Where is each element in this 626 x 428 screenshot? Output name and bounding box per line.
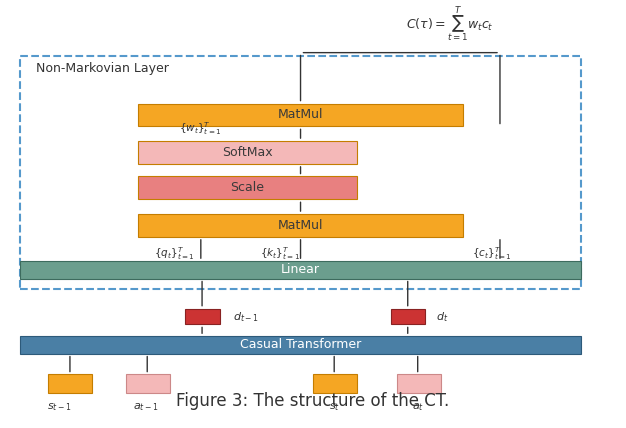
Text: Casual Transformer: Casual Transformer [240,339,361,351]
Text: $a_t$: $a_t$ [412,401,424,413]
Text: $d_{t-1}$: $d_{t-1}$ [233,310,259,324]
FancyBboxPatch shape [126,374,170,393]
FancyBboxPatch shape [138,214,463,237]
Text: SoftMax: SoftMax [222,146,273,159]
FancyBboxPatch shape [313,374,357,393]
FancyBboxPatch shape [138,141,357,164]
Text: $\{k_t\}_{t=1}^{T}$: $\{k_t\}_{t=1}^{T}$ [260,245,300,262]
FancyBboxPatch shape [185,309,220,324]
Text: MatMul: MatMul [278,108,323,122]
FancyBboxPatch shape [391,309,425,324]
Text: $d_t$: $d_t$ [436,310,448,324]
FancyBboxPatch shape [20,336,581,354]
Text: $C(\tau) = \sum_{t=1}^{T} w_t c_t$: $C(\tau) = \sum_{t=1}^{T} w_t c_t$ [406,4,494,44]
Text: $s_{t-1}$: $s_{t-1}$ [47,401,71,413]
Text: MatMul: MatMul [278,219,323,232]
Text: $a_{t-1}$: $a_{t-1}$ [133,401,159,413]
Text: Linear: Linear [281,263,320,276]
Text: Scale: Scale [230,181,265,194]
FancyBboxPatch shape [138,176,357,199]
FancyBboxPatch shape [20,261,581,279]
Text: $\{c_t\}_{t=1}^{T}$: $\{c_t\}_{t=1}^{T}$ [472,245,512,262]
Text: $\{q_t\}_{t=1}^{T}$: $\{q_t\}_{t=1}^{T}$ [154,245,195,262]
Text: Figure 3: The structure of the CT.: Figure 3: The structure of the CT. [177,392,449,410]
FancyBboxPatch shape [138,104,463,126]
FancyBboxPatch shape [397,374,441,393]
Text: $\{w_t\}_{t=1}^{T}$: $\{w_t\}_{t=1}^{T}$ [179,120,222,137]
Text: Non-Markovian Layer: Non-Markovian Layer [36,62,168,75]
Text: $s_t$: $s_t$ [329,401,340,413]
FancyBboxPatch shape [48,374,92,393]
